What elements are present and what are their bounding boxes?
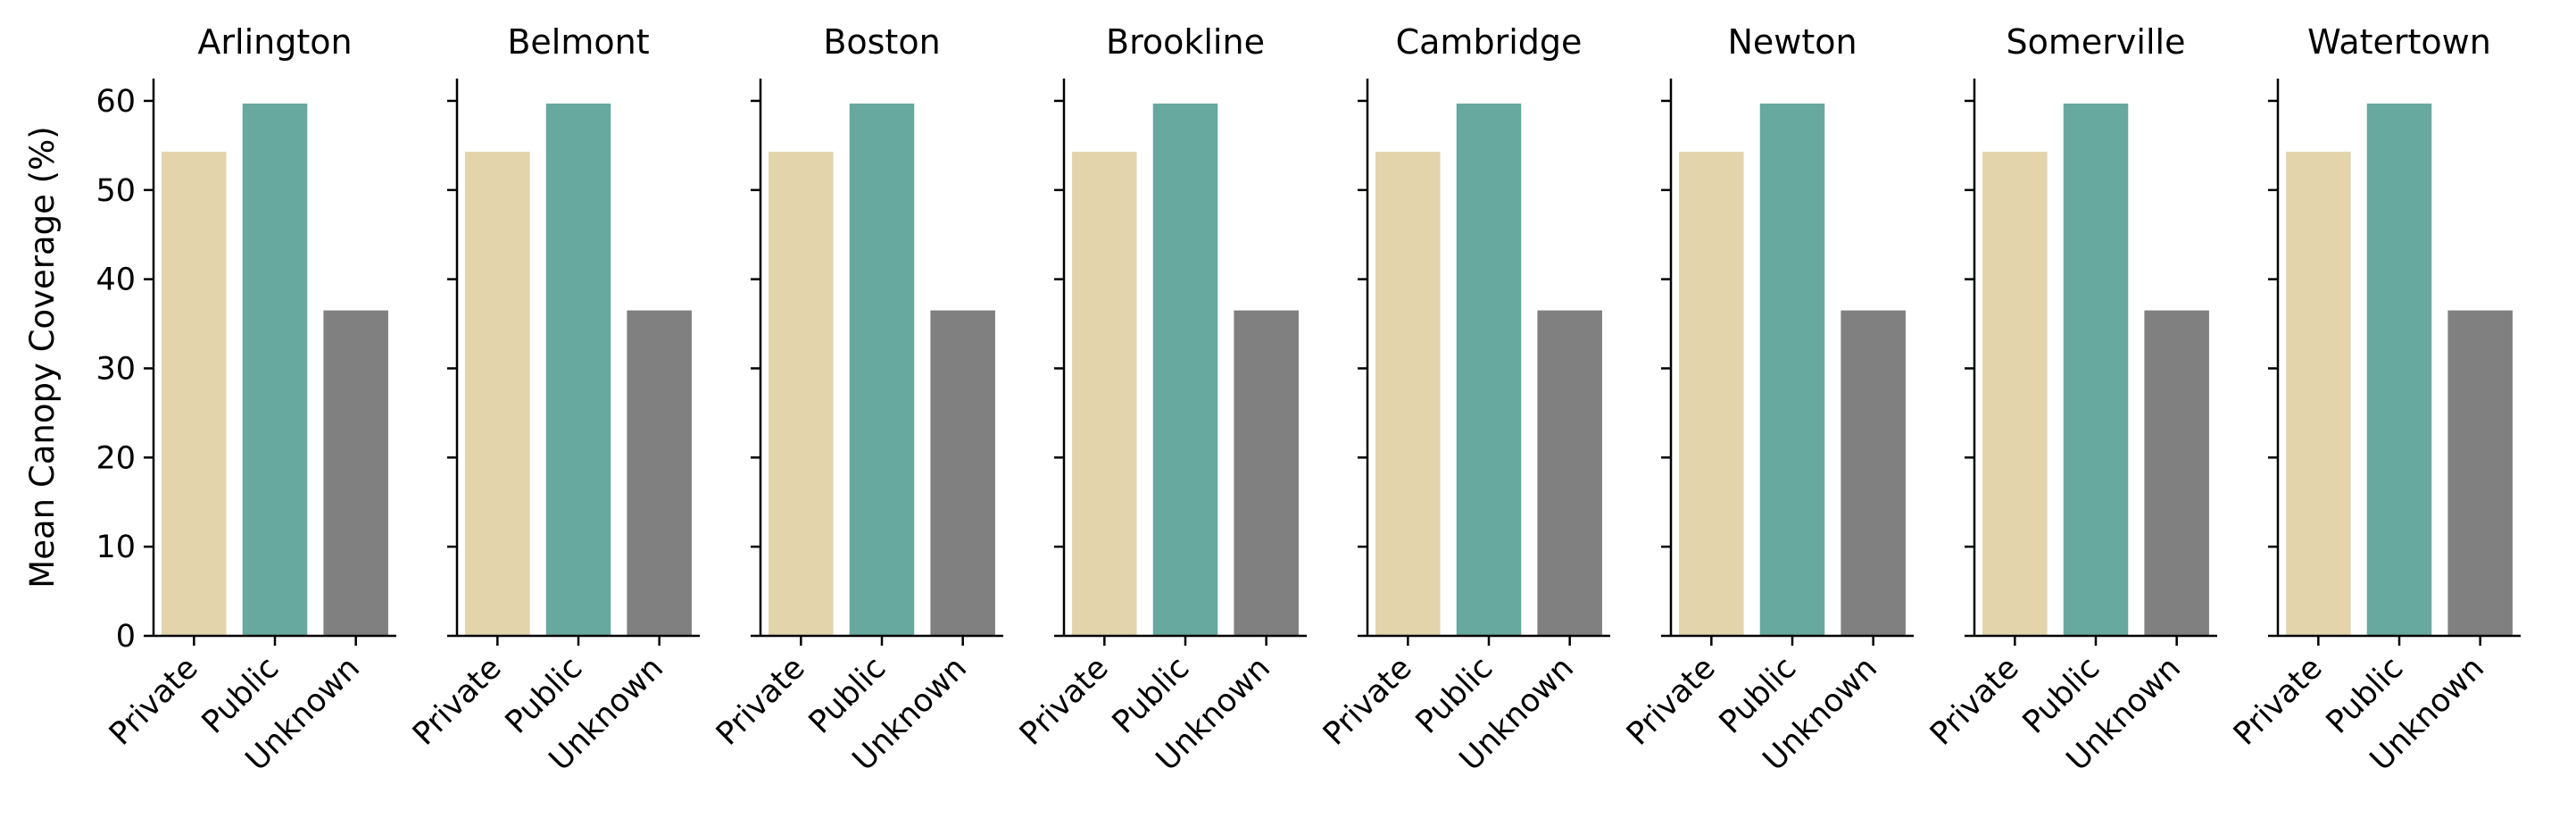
bar-unknown <box>1841 310 1906 636</box>
bar-private <box>1072 151 1137 637</box>
y-tick-label: 30 <box>96 351 136 387</box>
x-tick-label: Private <box>1013 650 1116 753</box>
panel-title: Arlington <box>197 22 352 62</box>
panel-title: Brookline <box>1106 22 1265 62</box>
x-tick-label: Private <box>2227 650 2330 753</box>
x-tick-label: Private <box>710 650 812 753</box>
panel-title: Newton <box>1727 22 1857 62</box>
bar-private <box>1982 151 2048 637</box>
bar-unknown <box>627 310 692 636</box>
panel-title: Somerville <box>2007 22 2186 62</box>
panel-arlington: Arlington0102030405060PrivatePublicUnkno… <box>96 22 396 778</box>
panels: Arlington0102030405060PrivatePublicUnkno… <box>96 22 2521 778</box>
bar-public <box>545 103 611 636</box>
bar-unknown <box>2144 310 2209 636</box>
bar-private <box>162 151 227 637</box>
x-tick-label: Private <box>406 650 509 753</box>
bar-public <box>1759 103 1825 636</box>
bar-public <box>2366 103 2432 636</box>
bar-public <box>849 103 915 636</box>
bar-public <box>1456 103 1522 636</box>
bar-private <box>1679 151 1744 637</box>
bar-unknown <box>323 310 388 636</box>
x-tick-label: Private <box>103 650 205 753</box>
y-axis-label: Mean Canopy Coverage (%) <box>23 126 62 588</box>
y-tick-label: 50 <box>96 173 136 209</box>
bar-private <box>769 151 834 637</box>
bar-public <box>242 103 308 636</box>
panel-title: Boston <box>823 22 940 62</box>
bar-unknown <box>1234 310 1299 636</box>
y-tick-label: 10 <box>96 530 136 565</box>
panel-title: Cambridge <box>1396 22 1583 62</box>
x-tick-label: Private <box>1620 650 1723 753</box>
bar-unknown <box>2447 310 2513 636</box>
panel-title: Belmont <box>507 22 649 62</box>
bar-private <box>465 151 530 637</box>
panel-title: Watertown <box>2307 22 2491 62</box>
y-tick-label: 40 <box>96 263 136 298</box>
x-tick-label: Private <box>1924 650 2026 753</box>
y-tick-label: 0 <box>116 619 136 655</box>
bar-public <box>2063 103 2129 636</box>
bar-unknown <box>930 310 995 636</box>
bar-private <box>1375 151 1441 637</box>
bar-private <box>2286 151 2351 637</box>
bar-unknown <box>1537 310 1602 636</box>
y-tick-label: 20 <box>96 440 136 476</box>
x-tick-label: Private <box>1317 650 1419 753</box>
y-tick-label: 60 <box>96 84 136 120</box>
bar-public <box>1152 103 1218 636</box>
